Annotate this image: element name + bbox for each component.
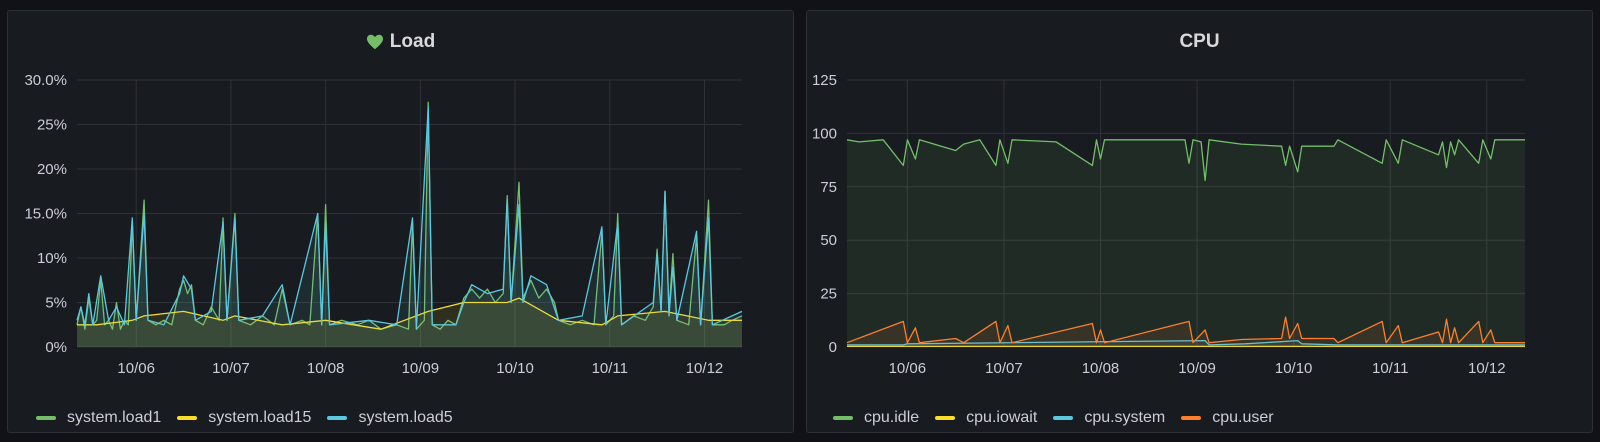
load-area-system-load5 bbox=[77, 106, 742, 347]
legend-swatch bbox=[327, 416, 348, 420]
cpu-y-tick-label: 50 bbox=[820, 232, 837, 249]
load-y-tick-label: 10% bbox=[37, 250, 67, 267]
cpu-x-tick-label: 10/07 bbox=[985, 360, 1023, 377]
cpu-panel: CPU 0 25 50 75 100 125 10/06 10/07 10/08 10/09 10/… bbox=[806, 10, 1593, 433]
cpu-x-tick-label: 10/12 bbox=[1468, 360, 1506, 377]
legend-item-cpu-iowait[interactable]: cpu.iowait bbox=[935, 409, 1037, 427]
load-y-tick-label: 5% bbox=[45, 295, 67, 312]
cpu-y-tick-label: 0 bbox=[829, 339, 837, 356]
load-y-tick-label: 0% bbox=[45, 339, 67, 356]
legend-label: system.load5 bbox=[358, 409, 453, 426]
load-series-system-load15[interactable] bbox=[77, 297, 742, 330]
heart-icon bbox=[366, 34, 383, 50]
load-title-text: Load bbox=[389, 31, 436, 52]
cpu-y-tick-label: 125 bbox=[812, 72, 837, 89]
load-x-tick-label: 10/06 bbox=[117, 360, 155, 377]
load-panel-title[interactable]: Load bbox=[8, 31, 793, 53]
load-x-tick-label: 10/10 bbox=[496, 360, 534, 377]
legend-item-cpu-idle[interactable]: cpu.idle bbox=[833, 409, 919, 427]
legend-label: cpu.user bbox=[1212, 409, 1274, 426]
load-panel: Load 0% 5% 10% 15.0% 20% 25% 30.0% 10/06 10/07 10… bbox=[7, 10, 794, 433]
load-x-tick-label: 10/12 bbox=[686, 360, 724, 377]
cpu-series-cpu-idle[interactable] bbox=[846, 139, 1525, 182]
legend-swatch bbox=[833, 416, 853, 420]
cpu-x-tick-label: 10/06 bbox=[889, 360, 927, 377]
cpu-title-text: CPU bbox=[1179, 31, 1220, 52]
cpu-x-tick-label: 10/08 bbox=[1082, 360, 1120, 377]
load-series-system-load5[interactable] bbox=[76, 106, 743, 330]
legend-label: system.load1 bbox=[67, 409, 162, 426]
load-y-tick-label: 20% bbox=[37, 161, 67, 178]
legend-swatch bbox=[1053, 416, 1074, 420]
load-y-tick-label: 30.0% bbox=[24, 72, 67, 89]
load-y-tick-label: 15.0% bbox=[24, 206, 67, 223]
load-y-tick-label: 25% bbox=[37, 117, 67, 134]
cpu-panel-title[interactable]: CPU bbox=[807, 31, 1592, 53]
cpu-series-cpu-system[interactable] bbox=[847, 339, 1525, 346]
cpu-legend: cpu.idle cpu.iowait cpu.system cpu.user bbox=[833, 407, 1274, 429]
legend-item-system-load15[interactable]: system.load15 bbox=[177, 409, 311, 427]
legend-swatch bbox=[1181, 416, 1202, 420]
load-x-tick-label: 10/07 bbox=[212, 360, 250, 377]
cpu-y-tick-label: 25 bbox=[820, 286, 837, 303]
legend-label: cpu.idle bbox=[864, 409, 920, 426]
load-x-tick-label: 10/08 bbox=[307, 360, 345, 377]
cpu-y-tick-label: 100 bbox=[812, 125, 837, 142]
load-x-tick-label: 10/11 bbox=[592, 360, 628, 377]
cpu-area-cpu-idle bbox=[847, 139, 1525, 347]
legend-item-system-load5[interactable]: system.load5 bbox=[327, 409, 453, 427]
load-area-system-load1 bbox=[77, 102, 742, 347]
cpu-x-tick-label: 10/09 bbox=[1178, 360, 1216, 377]
cpu-x-tick-label: 10/10 bbox=[1275, 360, 1313, 377]
legend-label: cpu.iowait bbox=[966, 409, 1038, 426]
legend-label: cpu.system bbox=[1084, 409, 1166, 426]
cpu-y-tick-label: 75 bbox=[820, 179, 837, 196]
load-legend: system.load1 system.load15 system.load5 bbox=[36, 407, 453, 429]
legend-swatch bbox=[935, 416, 956, 420]
cpu-x-tick-label: 10/11 bbox=[1372, 360, 1408, 377]
legend-item-system-load1[interactable]: system.load1 bbox=[36, 409, 161, 427]
load-chart[interactable]: 0% 5% 10% 15.0% 20% 25% 30.0% 10/06 10/07 10/08 10… bbox=[8, 11, 795, 401]
cpu-series-cpu-user[interactable] bbox=[846, 316, 1525, 344]
cpu-chart[interactable]: 0 25 50 75 100 125 10/06 10/07 10/08 10/09 10/10 10… bbox=[807, 11, 1594, 401]
legend-item-cpu-user[interactable]: cpu.user bbox=[1181, 409, 1274, 427]
legend-swatch bbox=[36, 416, 56, 420]
legend-label: system.load15 bbox=[208, 409, 312, 426]
legend-swatch bbox=[177, 416, 198, 420]
load-area-system-load15 bbox=[77, 298, 742, 347]
cpu-area-cpu-user bbox=[847, 317, 1525, 347]
legend-item-cpu-system[interactable]: cpu.system bbox=[1053, 409, 1165, 427]
load-x-tick-label: 10/09 bbox=[402, 360, 440, 377]
